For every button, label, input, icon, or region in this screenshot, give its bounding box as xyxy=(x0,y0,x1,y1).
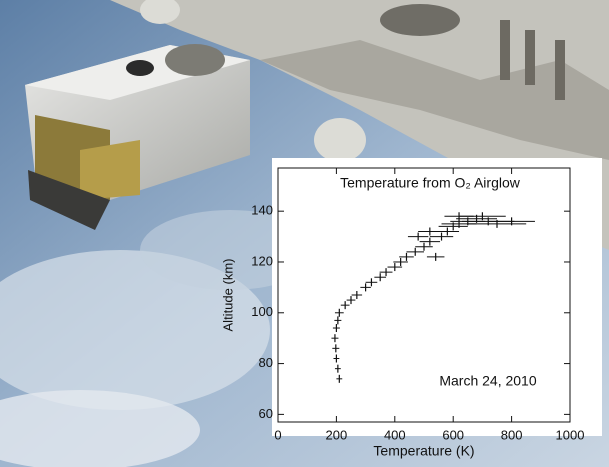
x-tick-label: 400 xyxy=(384,427,406,442)
y-tick-label: 100 xyxy=(251,304,273,319)
y-tick-label: 80 xyxy=(259,355,273,370)
x-tick-label: 200 xyxy=(326,427,348,442)
x-tick-label: 600 xyxy=(442,427,464,442)
y-axis-label: Altitude (km) xyxy=(220,259,235,332)
chart: Temperature from O₂ Airglow March 24, 20… xyxy=(0,0,609,467)
y-tick-label: 140 xyxy=(251,203,273,218)
inset-panel xyxy=(272,158,602,436)
y-tick-label: 60 xyxy=(259,406,273,421)
y-tick-label: 120 xyxy=(251,253,273,268)
annotation: March 24, 2010 xyxy=(439,373,536,389)
x-tick-label: 0 xyxy=(274,427,281,442)
x-axis-label: Temperature (K) xyxy=(373,443,474,459)
x-tick-label: 1000 xyxy=(556,427,585,442)
chart-title: Temperature from O₂ Airglow xyxy=(340,175,521,191)
x-tick-label: 800 xyxy=(501,427,523,442)
